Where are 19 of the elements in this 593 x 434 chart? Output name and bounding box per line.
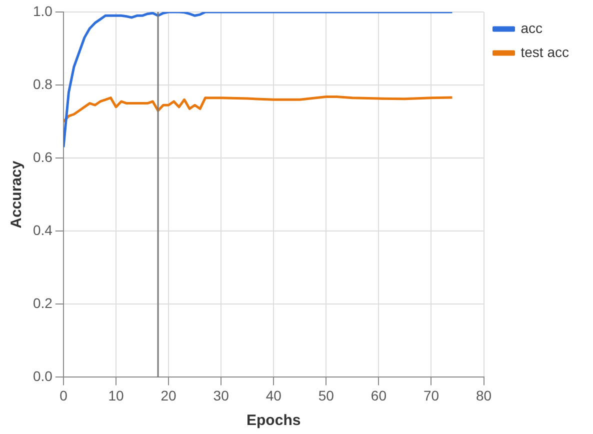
x-tick-label: 80 [476,387,492,404]
y-tick-label: 0.0 [32,368,53,384]
y-tick-label: 1.0 [32,2,53,19]
x-axis-title: Epochs [246,412,301,430]
x-tick-label: 0 [60,387,68,404]
x-tick-label: 30 [213,387,230,404]
x-tick-label: 60 [370,387,387,404]
y-axis-title: Accuracy [8,160,26,228]
x-tick-label: 70 [423,387,440,404]
y-tick-label: 0.8 [32,76,53,92]
x-tick-label: 40 [266,387,282,404]
x-tick-label: 20 [160,387,177,404]
legend-label: acc [520,20,543,36]
x-tick-label: 50 [318,387,334,404]
y-tick-label: 0.6 [32,148,53,165]
legend-label: test acc [520,44,570,60]
y-tick-label: 0.4 [32,222,53,238]
y-tick-label: 0.2 [32,295,53,312]
x-tick-label: 10 [108,387,124,404]
